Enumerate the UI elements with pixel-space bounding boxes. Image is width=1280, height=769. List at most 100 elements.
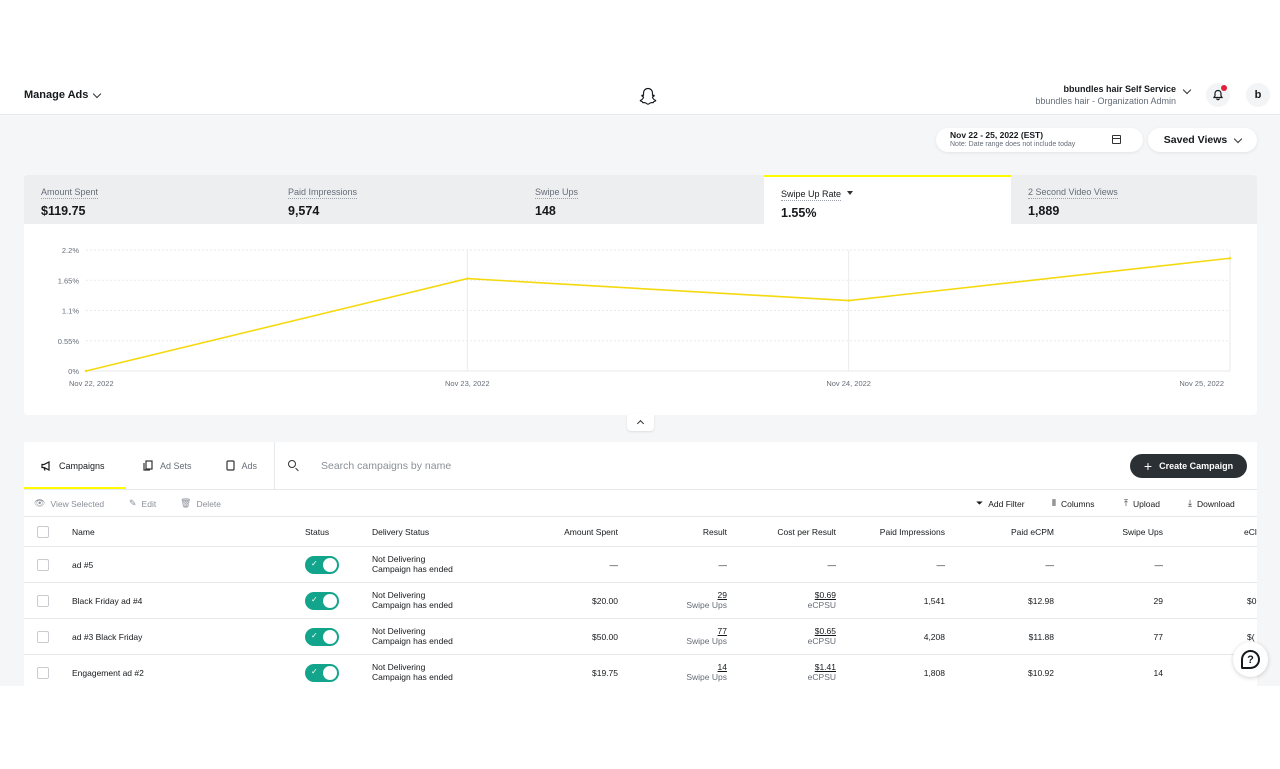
upload-icon: ⤒	[1124, 498, 1128, 508]
add-filter-button[interactable]: ⏷ Add Filter	[976, 498, 1025, 509]
paid-ecpm: $10.92	[1028, 668, 1054, 678]
cost-per-result[interactable]: $0.65 eCPSU	[808, 626, 836, 646]
create-campaign-button[interactable]: + Create Campaign	[1130, 454, 1247, 478]
download-button[interactable]: ⤓ Download	[1188, 498, 1235, 509]
metric-swipe-up-rate[interactable]: Swipe Up Rate 1.55%	[764, 175, 1011, 224]
account-name: bbundles hair Self Service	[1063, 84, 1176, 94]
row-checkbox[interactable]	[37, 631, 49, 643]
chart-card: 2.2% 1.65% 1.1% 0.55% 0% Nov 22, 2022 Nov 23, …	[24, 224, 1257, 415]
metric-amount-spent[interactable]: Amount Spent $119.75	[24, 175, 270, 224]
snapchat-ghost-icon[interactable]	[638, 86, 658, 106]
saved-views-button[interactable]: Saved Views	[1148, 128, 1257, 152]
row-checkbox[interactable]	[37, 559, 49, 571]
columns-button[interactable]: ⦀ Columns	[1052, 498, 1095, 509]
result-type: Swipe Ups	[686, 600, 727, 610]
result-value[interactable]: 14	[717, 662, 727, 672]
metric-2-second-video-views[interactable]: 2 Second Video Views 1,889	[1011, 175, 1257, 224]
date-range-picker[interactable]: Nov 22 - 25, 2022 (EST) Note: Date range…	[936, 128, 1143, 152]
search-input[interactable]	[321, 456, 821, 476]
row-checkbox[interactable]	[37, 667, 49, 679]
result[interactable]: 77 Swipe Ups	[686, 626, 727, 646]
col-delivery-status[interactable]: Delivery Status	[372, 527, 430, 537]
col-result[interactable]: Result	[702, 527, 727, 537]
tab-ads[interactable]: Ads	[209, 442, 275, 489]
account-switcher[interactable]: bbundles hair Self Service bbundles hair…	[1035, 83, 1176, 107]
col-cost-per-result[interactable]: Cost per Result	[777, 527, 836, 537]
top-bar: Manage Ads bbundles hair Self Service bb…	[0, 76, 1280, 115]
entity-tabs: Campaigns Ad Sets Ads	[24, 442, 274, 489]
view-selected-button[interactable]: 👁 View Selected	[34, 498, 104, 509]
result[interactable]: 14 Swipe Ups	[686, 662, 727, 682]
campaign-name[interactable]: ad #5	[72, 560, 94, 570]
cost-per-result-value[interactable]: $0.69	[814, 590, 836, 600]
swipe-ups: 29	[1153, 596, 1163, 606]
edit-button[interactable]: ✎ Edit	[129, 498, 156, 509]
result-value[interactable]: 77	[717, 626, 727, 636]
col-paid-impressions[interactable]: Paid Impressions	[879, 527, 945, 537]
manage-ads-menu[interactable]: Manage Ads	[24, 89, 102, 101]
caret-down-icon[interactable]	[847, 190, 854, 195]
download-icon: ⤓	[1188, 498, 1192, 508]
status-toggle[interactable]: ✓	[305, 628, 339, 646]
metric-paid-impressions[interactable]: Paid Impressions 9,574	[271, 175, 517, 224]
result-value[interactable]: 29	[717, 590, 727, 600]
status-toggle[interactable]: ✓	[305, 592, 339, 610]
status-toggle[interactable]: ✓	[305, 556, 339, 574]
campaign-name[interactable]: ad #3 Black Friday	[72, 632, 143, 642]
table-row[interactable]: ad #3 Black Friday ✓ Not Delivering Campa…	[24, 619, 1257, 655]
col-ecl[interactable]: eCl	[1244, 527, 1257, 537]
upload-button[interactable]: ⤒ Upload	[1124, 498, 1160, 509]
calendar-icon	[1112, 135, 1121, 144]
delivery-status-text: Not Delivering	[372, 626, 426, 636]
col-status[interactable]: Status	[305, 527, 330, 537]
cost-per-result[interactable]: $1.41 eCPSU	[808, 662, 836, 682]
x-tick-label: Nov 24, 2022	[826, 379, 871, 388]
collapse-chart-button[interactable]	[627, 414, 654, 431]
delivery-status-sub: Campaign has ended	[372, 564, 453, 574]
delivery-status-sub: Campaign has ended	[372, 636, 453, 646]
metric-swipe-ups[interactable]: Swipe Ups 148	[518, 175, 764, 224]
edit-label: Edit	[141, 498, 157, 509]
col-paid-ecpm[interactable]: Paid eCPM	[1011, 527, 1054, 537]
notifications-button[interactable]	[1206, 83, 1230, 107]
avatar[interactable]: b	[1246, 83, 1270, 107]
x-tick-label: Nov 22, 2022	[69, 379, 114, 388]
col-name[interactable]: Name	[72, 527, 95, 537]
cost-per-result-value[interactable]: $0.65	[814, 626, 836, 636]
table-row[interactable]: Engagement ad #2 ✓ Not Delivering Campaig…	[24, 655, 1257, 686]
paid-impressions: 1,808	[923, 668, 945, 678]
tab-ad-sets[interactable]: Ad Sets	[126, 442, 209, 489]
delivery-status-text: Not Delivering	[372, 590, 426, 600]
columns-label: Columns	[1060, 498, 1095, 509]
table-row[interactable]: ad #5 ✓ Not Delivering Campaign has ended…	[24, 547, 1257, 583]
saved-views-label: Saved Views	[1163, 134, 1228, 146]
notification-dot	[1221, 85, 1227, 91]
delivery-status: Not Delivering Campaign has ended	[372, 662, 453, 682]
result[interactable]: 29 Swipe Ups	[686, 590, 727, 610]
ad-sets-icon	[143, 460, 153, 471]
help-button[interactable]: ?	[1233, 642, 1268, 677]
metric-value: 1,889	[1028, 204, 1060, 218]
campaign-name[interactable]: Black Friday ad #4	[72, 596, 143, 606]
account-chevron-icon[interactable]	[1182, 85, 1192, 95]
table-row[interactable]: Black Friday ad #4 ✓ Not Delivering Campa…	[24, 583, 1257, 619]
check-icon: ✓	[311, 595, 318, 604]
campaign-name[interactable]: Engagement ad #2	[72, 668, 144, 678]
delete-button[interactable]: 🗑 Delete	[180, 498, 221, 509]
col-amount-spent[interactable]: Amount Spent	[564, 527, 618, 537]
status-toggle[interactable]: ✓	[305, 664, 339, 682]
phone-icon	[225, 460, 235, 471]
action-bar: 👁 View Selected ✎ Edit 🗑 Delete ⏷ Add Fi…	[24, 489, 1257, 517]
data-point	[1228, 257, 1232, 260]
plus-icon: +	[1143, 457, 1153, 474]
tab-campaigns[interactable]: Campaigns	[24, 442, 126, 489]
check-icon: ✓	[311, 631, 318, 640]
cost-per-result-value[interactable]: $1.41	[814, 662, 836, 672]
tab-label: Ad Sets	[160, 460, 192, 471]
amount-spent: $19.75	[592, 668, 618, 678]
cost-per-result[interactable]: $0.69 eCPSU	[808, 590, 836, 610]
row-checkbox[interactable]	[37, 595, 49, 607]
select-all-checkbox[interactable]	[37, 526, 49, 538]
col-swipe-ups[interactable]: Swipe Ups	[1122, 527, 1163, 537]
paid-ecpm: $11.88	[1028, 632, 1054, 642]
